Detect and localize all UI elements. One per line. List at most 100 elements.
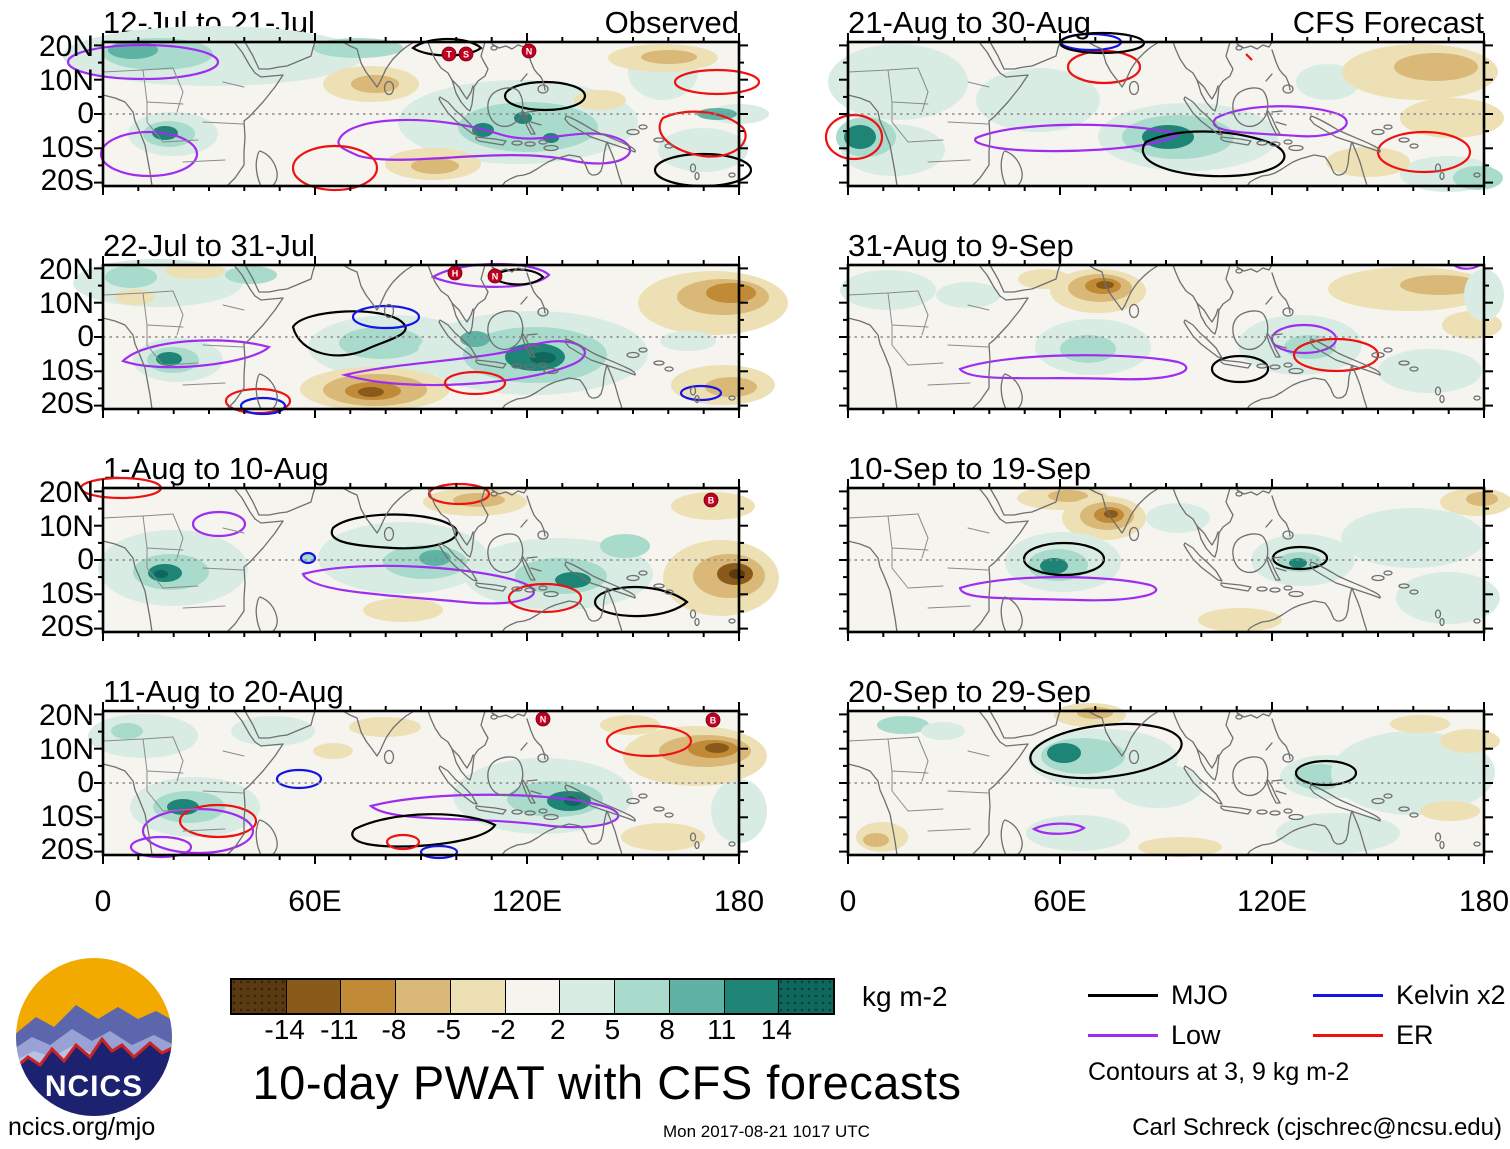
colorbar-units: kg m-2 xyxy=(862,981,948,1012)
x-tick-label: 120E xyxy=(491,885,563,918)
colorbar-cell xyxy=(232,980,287,1013)
y-tick-label: 20S xyxy=(40,610,94,643)
logo-text: NCICS xyxy=(45,1070,143,1103)
colorbar-cell xyxy=(341,980,397,1013)
wave-contours xyxy=(66,38,761,192)
legend-line-swatch xyxy=(1313,993,1383,997)
panel-head: 31-Aug to 9-Sep xyxy=(848,229,1484,263)
panel-corner-label: CFS Forecast xyxy=(1292,5,1484,40)
panel-head: 1-Aug to 10-Aug xyxy=(103,452,739,486)
colorbar-tick-label: 14 xyxy=(760,1014,792,1045)
svg-text:B: B xyxy=(708,496,715,506)
y-tick-label: 0 xyxy=(77,97,94,130)
x-tick-label: 120E xyxy=(1236,885,1308,918)
panel-title: 31-Aug to 9-Sep xyxy=(848,228,1074,263)
colorbar xyxy=(230,978,835,1015)
panel-R2: 31-Aug to 9-Sep xyxy=(838,229,1504,419)
x-tick-label: 0 xyxy=(839,885,857,918)
legend-label: MJO xyxy=(1171,979,1228,1010)
panel-head: 11-Aug to 20-Aug xyxy=(103,675,739,709)
legend-item: Kelvin x2 xyxy=(1313,975,1506,1015)
map-L3: B xyxy=(79,476,779,642)
colorbar-cell xyxy=(724,980,780,1013)
legend-item: ER xyxy=(1313,1015,1506,1055)
map-L4: N B xyxy=(88,701,767,865)
map-L2: H N xyxy=(73,255,788,419)
colorbar-tick-label: 8 xyxy=(659,1014,675,1045)
panel-head: 20-Sep to 29-Sep xyxy=(848,675,1484,709)
panel-L4: 11-Aug to 20-Aug xyxy=(88,675,767,865)
svg-text:N: N xyxy=(492,272,499,282)
colorbar-labels: -14 -11 -8 -5 -2 2 5 8 11 14 xyxy=(230,1013,831,1047)
y-tick-label: 20S xyxy=(40,833,94,866)
panel-title: 20-Sep to 29-Sep xyxy=(848,674,1092,709)
y-tick-label: 20S xyxy=(40,387,94,420)
svg-text:B: B xyxy=(710,716,717,726)
colorbar-cell xyxy=(779,980,834,1013)
colorbar-cell xyxy=(615,980,670,1013)
colorbar-tick-label: 11 xyxy=(707,1014,737,1045)
panel-R1: 21-Aug to 30-Aug CFS Forecast xyxy=(824,6,1504,196)
colorbar-cell xyxy=(286,980,342,1013)
map-L1: T S N xyxy=(63,26,769,196)
svg-text:N: N xyxy=(526,47,533,57)
colorbar-cell xyxy=(450,980,506,1013)
y-tick-label: 10S xyxy=(40,799,94,833)
footer-credit: Carl Schreck (cjschrec@ncsu.edu) xyxy=(1132,1114,1502,1141)
colorbar-cell xyxy=(396,980,451,1013)
y-tick-label: 10N xyxy=(38,63,94,97)
x-axis-labels: 0 60E 120E 180 xyxy=(95,884,764,920)
y-tick-label: 0 xyxy=(77,543,94,576)
legend-label: Low xyxy=(1171,1019,1221,1050)
y-tick-label: 10S xyxy=(40,130,94,164)
legend-line-swatch xyxy=(1313,1033,1383,1037)
map-R4 xyxy=(838,701,1500,865)
panel-title: 1-Aug to 10-Aug xyxy=(103,451,329,486)
y-tick-label: 20N xyxy=(38,699,94,732)
legend-label: ER xyxy=(1396,1019,1434,1050)
svg-text:N: N xyxy=(540,715,547,725)
panel-L3: 1-Aug to 10-Aug xyxy=(79,452,779,642)
panel-head: 21-Aug to 30-Aug CFS Forecast xyxy=(848,6,1484,40)
panel-head: 22-Jul to 31-Jul xyxy=(103,229,739,263)
y-tick-label: 10S xyxy=(40,353,94,387)
x-tick-label: 180 xyxy=(1458,885,1510,918)
panel-title: 10-Sep to 19-Sep xyxy=(848,451,1092,486)
y-tick-label: 20N xyxy=(38,253,94,286)
map-R1 xyxy=(824,31,1504,196)
legend-item: Low xyxy=(1088,1015,1313,1055)
colorbar-cell xyxy=(669,980,725,1013)
colorbar-tick-label: -5 xyxy=(436,1014,461,1045)
y-tick-label: 20N xyxy=(38,30,94,63)
anomaly-shading xyxy=(88,714,767,851)
panel-head: 10-Sep to 19-Sep xyxy=(848,452,1484,486)
ncics-logo: NCICS xyxy=(16,958,172,1116)
legend-item: MJO xyxy=(1088,975,1313,1015)
y-tick-label: 0 xyxy=(77,766,94,799)
panel-title: 11-Aug to 20-Aug xyxy=(103,674,344,709)
wave-contours xyxy=(79,476,689,618)
x-tick-label: 60E xyxy=(288,885,342,918)
wave-contours xyxy=(120,262,723,416)
y-tick-label: 20N xyxy=(38,476,94,509)
x-tick-label: 180 xyxy=(713,885,765,918)
colorbar-tick-label: -14 xyxy=(264,1014,305,1045)
map-R2 xyxy=(838,255,1504,419)
panel-L2: 22-Jul to 31-Jul xyxy=(73,229,788,419)
wave-contours xyxy=(1029,722,1358,835)
svg-text:S: S xyxy=(463,50,469,60)
map-R3 xyxy=(838,478,1510,642)
legend-label: Kelvin x2 xyxy=(1396,979,1506,1010)
contour-note: Contours at 3, 9 kg m-2 xyxy=(1088,1058,1350,1086)
panel-title: 22-Jul to 31-Jul xyxy=(103,228,315,263)
svg-text:T: T xyxy=(446,50,452,60)
footer-site-link: ncics.org/mjo xyxy=(8,1113,156,1141)
colorbar-cell xyxy=(560,980,616,1013)
figure-title: 10-day PWAT with CFS forecasts xyxy=(252,1056,962,1109)
footer-timestamp: Mon 2017-08-21 1017 UTC xyxy=(663,1122,870,1141)
contour-legend: MJO Low Kelvin x2 ER xyxy=(1088,975,1506,1055)
logo-ridge-line xyxy=(16,1036,172,1071)
y-tick-label: 10N xyxy=(38,509,94,543)
colorbar-tick-label: 5 xyxy=(604,1014,621,1045)
